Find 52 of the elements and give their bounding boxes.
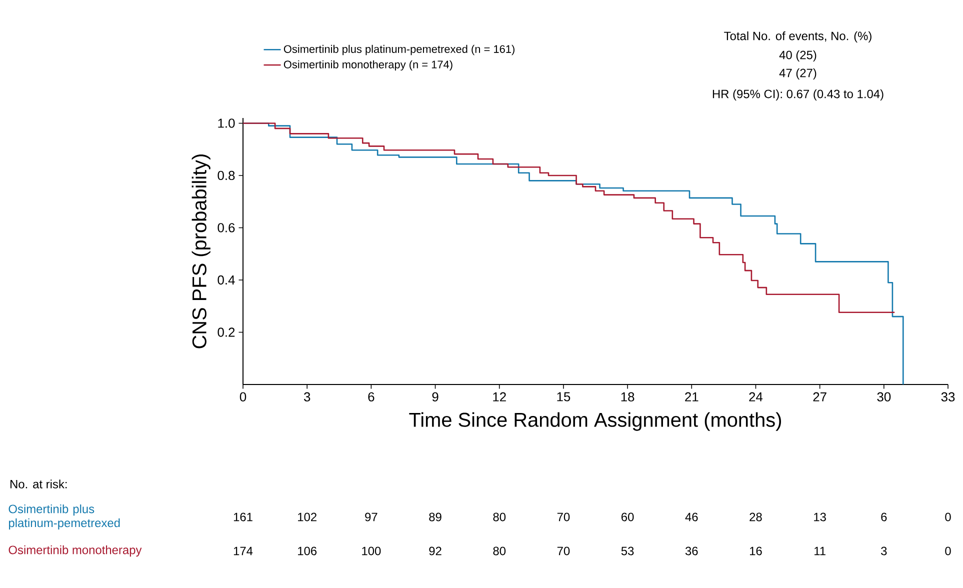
text: Osimertinib plus platinum-pemetrexed xyxy=(8,504,120,530)
x-tick-label: 3 xyxy=(304,392,310,402)
text: 80 xyxy=(493,546,506,556)
text: 161 xyxy=(234,512,252,522)
text: 97 xyxy=(365,512,378,522)
x-tick-label: 27 xyxy=(813,392,826,402)
x-tick-label: 21 xyxy=(685,392,698,402)
text: 0 xyxy=(945,512,951,522)
y-axis-title: CNS PFS (probability) xyxy=(192,154,210,348)
y-tick-label: 0.6 xyxy=(218,223,235,232)
text: 70 xyxy=(557,546,570,556)
text: 102 xyxy=(298,512,316,522)
x-axis-title: Time Since Random Assignment (months) xyxy=(409,412,781,431)
y-tick-label: 1.0 xyxy=(218,118,235,128)
text: 53 xyxy=(621,546,634,556)
x-tick-label: 33 xyxy=(941,392,955,402)
text: Osimertinib monotherapy xyxy=(8,545,142,557)
text: 47 (27) xyxy=(779,68,816,80)
text: 0 xyxy=(945,546,951,556)
text: 92 xyxy=(429,546,442,556)
text: HR (95% CI): 0.67 (0.43 to 1.04) xyxy=(712,89,884,101)
x-tick-label: 0 xyxy=(240,392,246,402)
y-tick-label: 0.2 xyxy=(218,328,235,337)
text: 40 (25) xyxy=(779,50,816,62)
text: 174 xyxy=(234,546,253,556)
y-tick-label: 0.8 xyxy=(218,170,235,180)
text: 80 xyxy=(493,512,506,522)
legend-label: Osimertinib monotherapy (n = 174) xyxy=(284,60,452,71)
text: 36 xyxy=(685,546,698,556)
x-tick-label: 12 xyxy=(493,392,506,402)
text: 13 xyxy=(814,512,826,522)
text: No. at risk: xyxy=(10,480,67,488)
legend-label: Osimertinib plus platinum-pemetrexed (n = 161) xyxy=(284,44,514,56)
x-tick-label: 24 xyxy=(749,392,763,402)
text: 89 xyxy=(429,512,442,522)
text: 100 xyxy=(362,546,381,556)
text: 6 xyxy=(881,512,887,522)
x-tick-label: 30 xyxy=(877,392,891,402)
text: 3 xyxy=(881,546,887,556)
text: 11 xyxy=(814,546,826,556)
x-tick-label: 15 xyxy=(557,392,570,402)
text: 60 xyxy=(622,512,634,522)
text: 106 xyxy=(298,546,317,556)
text: 28 xyxy=(750,512,762,522)
x-tick-label: 18 xyxy=(621,392,634,402)
x-tick-label: 9 xyxy=(432,392,438,402)
text: 46 xyxy=(685,512,698,522)
y-tick-label: 0.4 xyxy=(218,275,235,285)
text: 70 xyxy=(557,512,570,522)
text: 16 xyxy=(750,546,762,556)
text: Total No. of events, No. (%) xyxy=(724,31,872,43)
x-tick-label: 6 xyxy=(368,392,374,402)
